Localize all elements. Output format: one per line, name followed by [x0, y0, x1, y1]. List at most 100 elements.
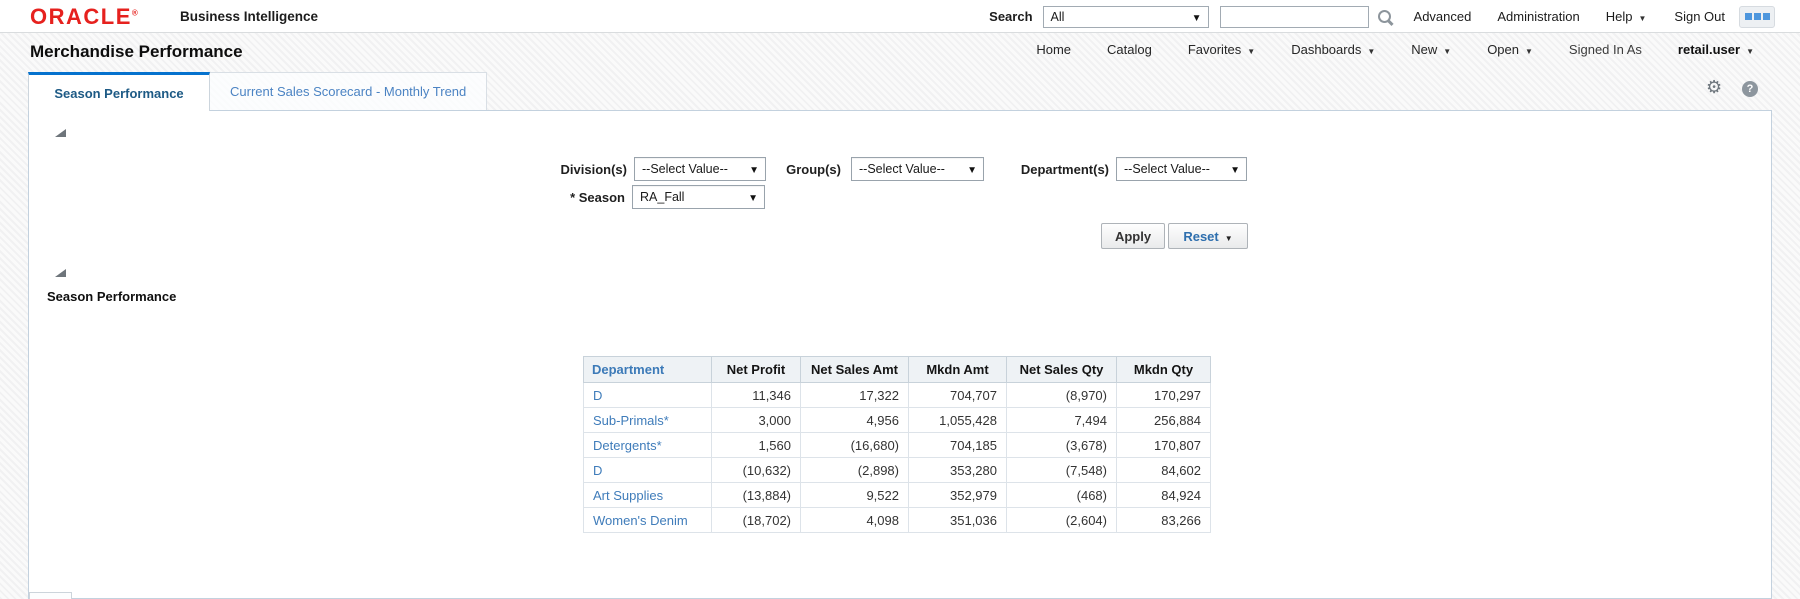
- reset-button-label: Reset: [1183, 228, 1219, 244]
- division-select[interactable]: --Select Value--: [634, 157, 766, 181]
- tab-current-sales-scorecard[interactable]: Current Sales Scorecard - Monthly Trend: [210, 72, 488, 110]
- col-header-net-sales-qty[interactable]: Net Sales Qty: [1006, 356, 1117, 383]
- mkdn-qty-cell: 170,297: [1116, 382, 1211, 408]
- nav-new[interactable]: New: [1411, 42, 1451, 57]
- mkdn-amt-cell: 351,036: [908, 507, 1007, 533]
- net-sales-amt-cell: 17,322: [800, 382, 909, 408]
- net-sales-amt-cell: 4,098: [800, 507, 909, 533]
- top-bar-right: Search All Advanced Administration Help …: [989, 0, 1775, 33]
- net-profit-cell: (13,884): [711, 482, 801, 508]
- help-icon[interactable]: ?: [1742, 81, 1758, 97]
- administration-link[interactable]: Administration: [1497, 9, 1580, 24]
- user-menu[interactable]: retail.user: [1678, 42, 1754, 57]
- oracle-logo-text: ORACLE: [30, 4, 132, 29]
- collapse-triangle-icon[interactable]: [55, 269, 66, 277]
- mkdn-qty-cell: 256,884: [1116, 407, 1211, 433]
- mkdn-qty-cell: 83,266: [1116, 507, 1211, 533]
- page-title: Merchandise Performance: [30, 42, 243, 61]
- department-link[interactable]: Detergents*: [583, 432, 712, 458]
- department-label: Department(s): [1020, 162, 1109, 177]
- nav-catalog[interactable]: Catalog: [1107, 42, 1152, 57]
- col-header-mkdn-amt[interactable]: Mkdn Amt: [908, 356, 1007, 383]
- header-nav: Home Catalog Favorites Dashboards New Op…: [1036, 33, 1754, 66]
- table-row: D (10,632) (2,898) 353,280 (7,548) 84,60…: [583, 457, 1211, 483]
- net-profit-cell: (10,632): [711, 457, 801, 483]
- apps-grid-icon[interactable]: [1739, 5, 1775, 28]
- caret-down-icon: [1525, 42, 1533, 57]
- season-label: * Season: [570, 190, 625, 205]
- net-sales-qty-cell: (7,548): [1006, 457, 1117, 483]
- search-scope-value: All: [1050, 9, 1065, 24]
- division-label: Division(s): [560, 162, 627, 177]
- table-row: Art Supplies (13,884) 9,522 352,979 (468…: [583, 482, 1211, 508]
- help-menu[interactable]: Help: [1606, 8, 1647, 26]
- nav-favorites[interactable]: Favorites: [1188, 42, 1255, 57]
- nav-dashboards[interactable]: Dashboards: [1291, 42, 1375, 57]
- table-header-row: Department Net Profit Net Sales Amt Mkdn…: [583, 356, 1211, 383]
- net-profit-cell: 1,560: [711, 432, 801, 458]
- col-header-mkdn-qty[interactable]: Mkdn Qty: [1116, 356, 1211, 383]
- mkdn-amt-cell: 353,280: [908, 457, 1007, 483]
- oracle-logo[interactable]: ORACLE®: [30, 4, 139, 30]
- col-header-department[interactable]: Department: [583, 356, 712, 383]
- product-name: Business Intelligence: [180, 9, 319, 24]
- mkdn-amt-cell: 704,707: [908, 382, 1007, 408]
- department-link[interactable]: Women's Denim: [583, 507, 712, 533]
- search-scope-select[interactable]: All: [1042, 5, 1209, 28]
- net-sales-amt-cell: 4,956: [800, 407, 909, 433]
- net-sales-amt-cell: 9,522: [800, 482, 909, 508]
- group-label: Group(s): [786, 162, 841, 177]
- gear-icon[interactable]: [1706, 78, 1722, 96]
- department-link[interactable]: Art Supplies: [583, 482, 712, 508]
- caret-down-icon: [1192, 10, 1202, 24]
- search-icon[interactable]: [1377, 8, 1394, 26]
- caret-down-icon: [748, 190, 758, 204]
- col-header-net-sales-amt[interactable]: Net Sales Amt: [800, 356, 909, 383]
- division-select-value: --Select Value--: [642, 162, 728, 176]
- reset-button[interactable]: Reset: [1168, 223, 1248, 249]
- group-select[interactable]: --Select Value--: [851, 157, 984, 181]
- top-bar: ORACLE® Business Intelligence Search All…: [0, 0, 1800, 33]
- nav-open-label: Open: [1487, 42, 1519, 57]
- department-select-value: --Select Value--: [1124, 162, 1210, 176]
- net-sales-amt-cell: (16,680): [800, 432, 909, 458]
- net-profit-cell: (18,702): [711, 507, 801, 533]
- mkdn-qty-cell: 84,602: [1116, 457, 1211, 483]
- table-row: Detergents* 1,560 (16,680) 704,185 (3,67…: [583, 432, 1211, 458]
- nav-open[interactable]: Open: [1487, 42, 1533, 57]
- department-link[interactable]: Sub-Primals*: [583, 407, 712, 433]
- group-select-value: --Select Value--: [859, 162, 945, 176]
- net-profit-cell: 3,000: [711, 407, 801, 433]
- tab-season-performance[interactable]: Season Performance: [28, 72, 210, 111]
- registered-mark: ®: [131, 8, 140, 18]
- mkdn-amt-cell: 704,185: [908, 432, 1007, 458]
- caret-down-icon: [1443, 42, 1451, 57]
- help-label: Help: [1605, 9, 1633, 24]
- department-select[interactable]: --Select Value--: [1116, 157, 1247, 181]
- col-header-net-profit[interactable]: Net Profit: [711, 356, 801, 383]
- bottom-cutoff-box: [29, 592, 72, 599]
- table-row: Sub-Primals* 3,000 4,956 1,055,428 7,494…: [583, 407, 1211, 433]
- apply-button[interactable]: Apply: [1101, 223, 1165, 249]
- season-select[interactable]: RA_Fall: [632, 185, 765, 209]
- advanced-link[interactable]: Advanced: [1413, 9, 1472, 24]
- nav-home-label: Home: [1036, 42, 1072, 57]
- department-link[interactable]: D: [583, 382, 712, 408]
- section-title: Season Performance: [47, 289, 177, 304]
- nav-home[interactable]: Home: [1036, 42, 1071, 57]
- net-sales-qty-cell: (468): [1006, 482, 1117, 508]
- net-sales-qty-cell: (3,678): [1006, 432, 1117, 458]
- collapse-triangle-icon[interactable]: [55, 129, 66, 137]
- caret-down-icon: [1247, 42, 1255, 57]
- sign-out-link[interactable]: Sign Out: [1674, 9, 1725, 24]
- net-profit-cell: 11,346: [711, 382, 801, 408]
- net-sales-amt-cell: (2,898): [800, 457, 909, 483]
- nav-new-label: New: [1411, 42, 1438, 57]
- search-input[interactable]: [1219, 5, 1369, 28]
- table-row: D 11,346 17,322 704,707 (8,970) 170,297: [583, 382, 1211, 408]
- caret-down-icon: [1638, 8, 1646, 26]
- mkdn-amt-cell: 1,055,428: [908, 407, 1007, 433]
- mkdn-qty-cell: 170,807: [1116, 432, 1211, 458]
- department-link[interactable]: D: [583, 457, 712, 483]
- username: retail.user: [1677, 42, 1741, 57]
